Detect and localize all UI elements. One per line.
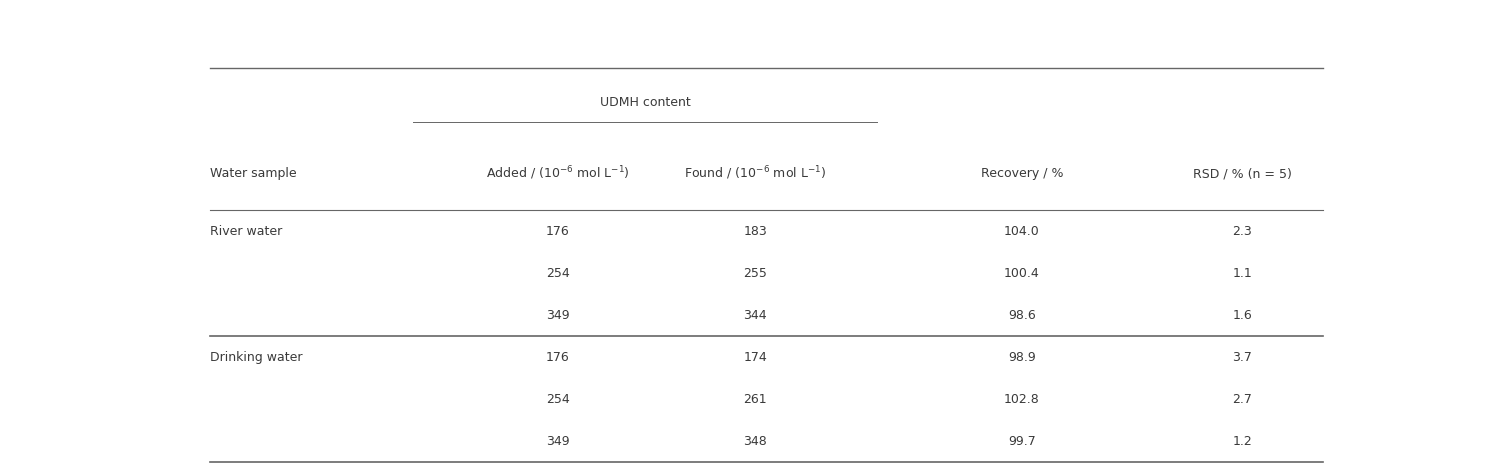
Text: 176: 176 [546,225,570,237]
Text: Drinking water: Drinking water [209,351,302,364]
Text: 2.3: 2.3 [1233,225,1252,237]
Text: Recovery / %: Recovery / % [980,167,1064,180]
Text: 349: 349 [546,435,570,447]
Text: 102.8: 102.8 [1004,392,1040,406]
Text: 99.7: 99.7 [1008,435,1035,447]
Text: UDMH content: UDMH content [600,96,690,109]
Text: 2.7: 2.7 [1233,392,1252,406]
Text: 349: 349 [546,309,570,321]
Text: 98.6: 98.6 [1008,309,1035,321]
Text: River water: River water [209,225,283,237]
Text: 100.4: 100.4 [1004,267,1040,280]
Text: 261: 261 [744,392,767,406]
Text: 174: 174 [744,351,767,364]
Text: 1.1: 1.1 [1233,267,1252,280]
Text: Found / (10$^{-6}$ mol L$^{-1}$): Found / (10$^{-6}$ mol L$^{-1}$) [684,165,826,182]
Text: 254: 254 [546,392,570,406]
Text: 255: 255 [744,267,767,280]
Text: Water sample: Water sample [209,167,296,180]
Text: Added / (10$^{-6}$ mol L$^{-1}$): Added / (10$^{-6}$ mol L$^{-1}$) [486,165,630,182]
Text: 1.6: 1.6 [1233,309,1252,321]
Text: 254: 254 [546,267,570,280]
Text: 348: 348 [744,435,767,447]
Text: 183: 183 [744,225,767,237]
Text: 176: 176 [546,351,570,364]
Text: 104.0: 104.0 [1004,225,1040,237]
Text: 344: 344 [744,309,767,321]
Text: 3.7: 3.7 [1233,351,1252,364]
Text: 1.2: 1.2 [1233,435,1252,447]
Text: RSD / % (n = 5): RSD / % (n = 5) [1192,167,1291,180]
Text: 98.9: 98.9 [1008,351,1035,364]
